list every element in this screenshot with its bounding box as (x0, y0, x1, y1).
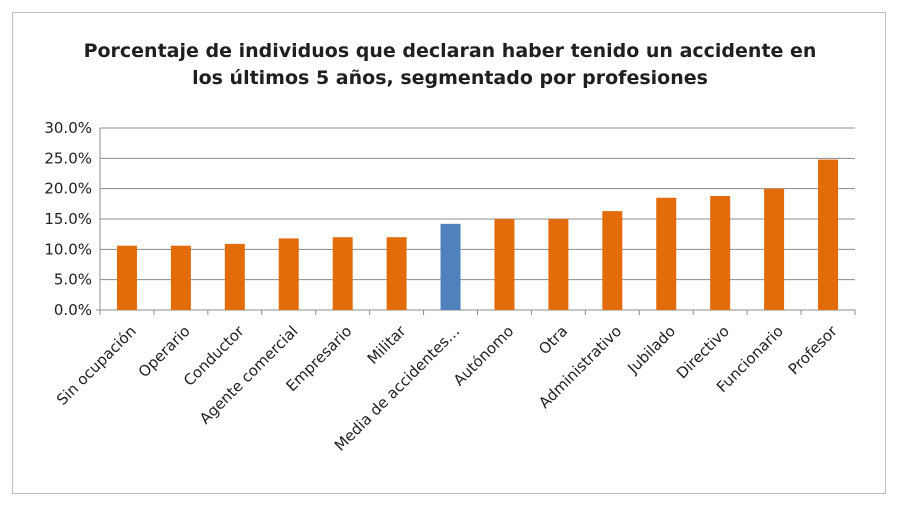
bar (548, 219, 569, 310)
chart-title-line-2: los últimos 5 años, segmentado por profe… (192, 67, 708, 89)
y-tick-label: 0.0% (54, 301, 92, 319)
x-category-label: Agente comercial (196, 322, 302, 428)
bar (818, 159, 839, 310)
bar (656, 197, 677, 310)
bar (764, 188, 785, 310)
bar (332, 237, 353, 310)
x-category-label: Profesor (785, 322, 842, 379)
bar (494, 219, 515, 310)
x-category-label: Militar (364, 322, 410, 368)
y-tick-label: 5.0% (54, 271, 92, 289)
chart-title-line-1: Porcentaje de individuos que declaran ha… (83, 40, 817, 62)
x-category-label: Otra (535, 322, 571, 358)
x-category-label: Jubilado (623, 322, 679, 378)
bar (440, 223, 461, 310)
y-tick-label: 15.0% (44, 210, 92, 228)
bar (602, 211, 623, 310)
bar (386, 237, 407, 310)
bar (224, 243, 245, 310)
bar (170, 245, 191, 310)
bar (710, 195, 731, 310)
y-tick-label: 10.0% (44, 240, 92, 258)
chart-title: Porcentaje de individuos que declaran ha… (0, 38, 900, 92)
y-tick-label: 20.0% (44, 180, 92, 198)
bar (116, 245, 137, 310)
y-tick-label: 25.0% (44, 149, 92, 167)
x-category-label: Sin ocupación (53, 322, 140, 409)
bar (278, 238, 299, 310)
y-tick-label: 30.0% (44, 119, 92, 137)
